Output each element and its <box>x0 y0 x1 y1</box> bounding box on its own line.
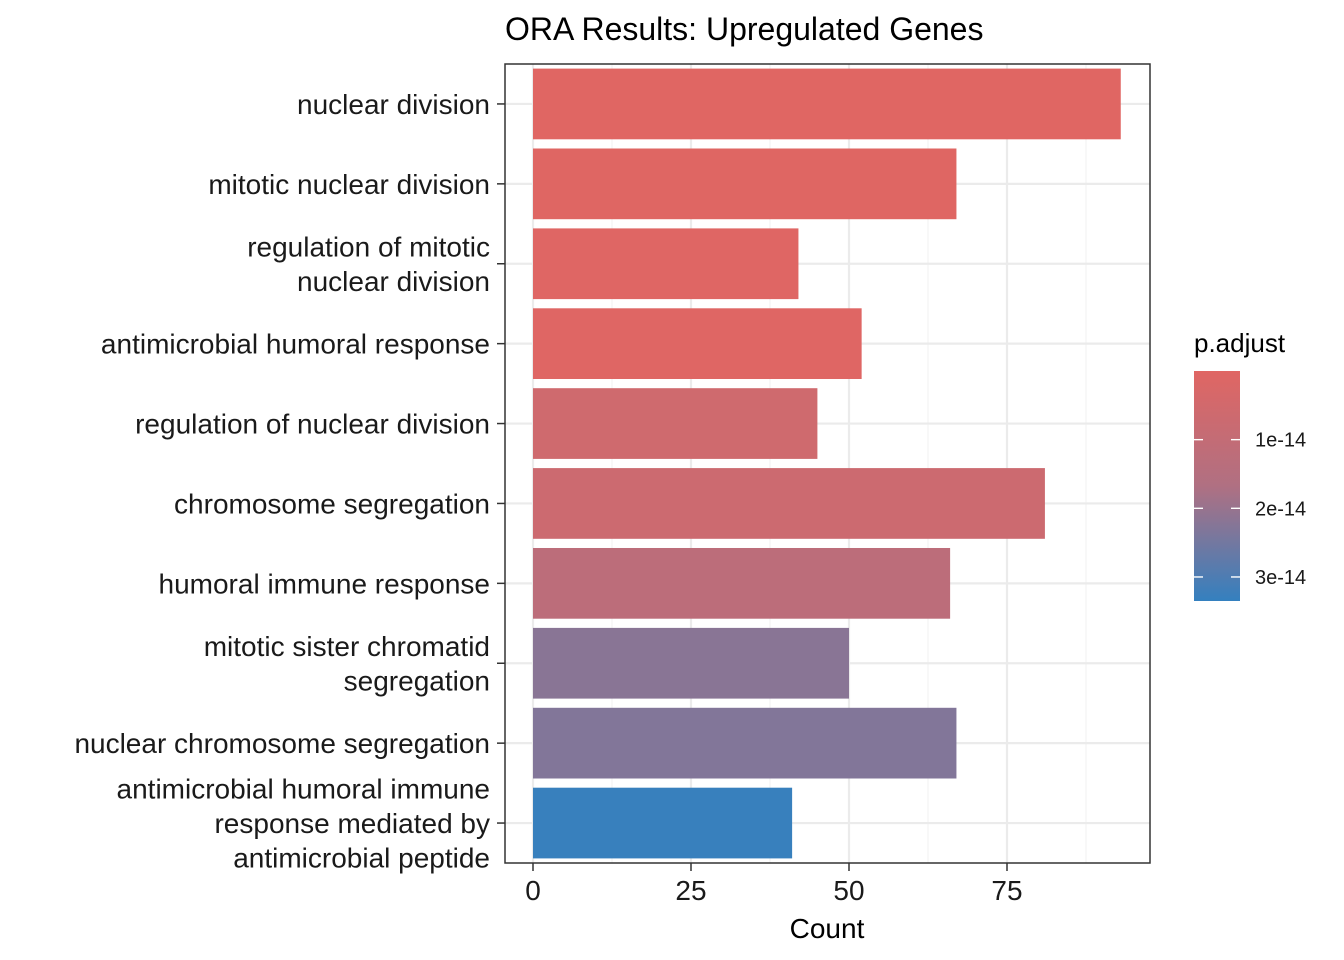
x-tick-label: 0 <box>525 875 541 906</box>
legend-tick-label: 3e-14 <box>1255 567 1306 589</box>
bar <box>533 228 799 300</box>
y-tick-label: antimicrobial humoral response <box>101 329 490 360</box>
bar <box>533 308 862 380</box>
x-tick-label: 50 <box>833 875 864 906</box>
x-tick-label: 25 <box>675 875 706 906</box>
legend: p.adjust 1e-14 2e-14 3e-14 <box>1194 328 1306 601</box>
bar <box>533 468 1045 539</box>
x-axis-title: Count <box>790 913 865 944</box>
legend-title: p.adjust <box>1194 328 1286 358</box>
bars-group <box>533 68 1121 859</box>
y-tick-label: regulation of mitotic nuclear division <box>247 232 490 298</box>
y-tick-label: antimicrobial humoral immune response med… <box>117 774 490 874</box>
legend-tick-label: 1e-14 <box>1255 430 1306 452</box>
x-tick-label: 75 <box>991 875 1022 906</box>
y-tick-label: regulation of nuclear division <box>135 409 490 440</box>
y-tick-label: mitotic sister chromatid segregation <box>204 631 490 697</box>
x-axis: 0 25 50 75 <box>525 863 1023 906</box>
legend-tick-label: 2e-14 <box>1255 498 1306 520</box>
y-tick-label: humoral immune response <box>159 568 491 599</box>
bar <box>533 148 957 220</box>
bar <box>533 787 793 859</box>
bar <box>533 627 849 699</box>
bar <box>533 68 1121 140</box>
bar <box>533 707 957 779</box>
chart-title: ORA Results: Upregulated Genes <box>505 11 983 47</box>
bar <box>533 547 951 619</box>
y-axis: nuclear division mitotic nuclear division… <box>74 89 505 874</box>
y-tick-label: mitotic nuclear division <box>208 169 490 200</box>
legend-colorbar <box>1194 371 1240 601</box>
bar <box>533 388 818 459</box>
y-tick-label: nuclear division <box>297 89 490 120</box>
y-tick-label: chromosome segregation <box>174 488 490 519</box>
y-tick-label: nuclear chromosome segregation <box>74 728 490 759</box>
plot-panel-border <box>504 63 1151 864</box>
